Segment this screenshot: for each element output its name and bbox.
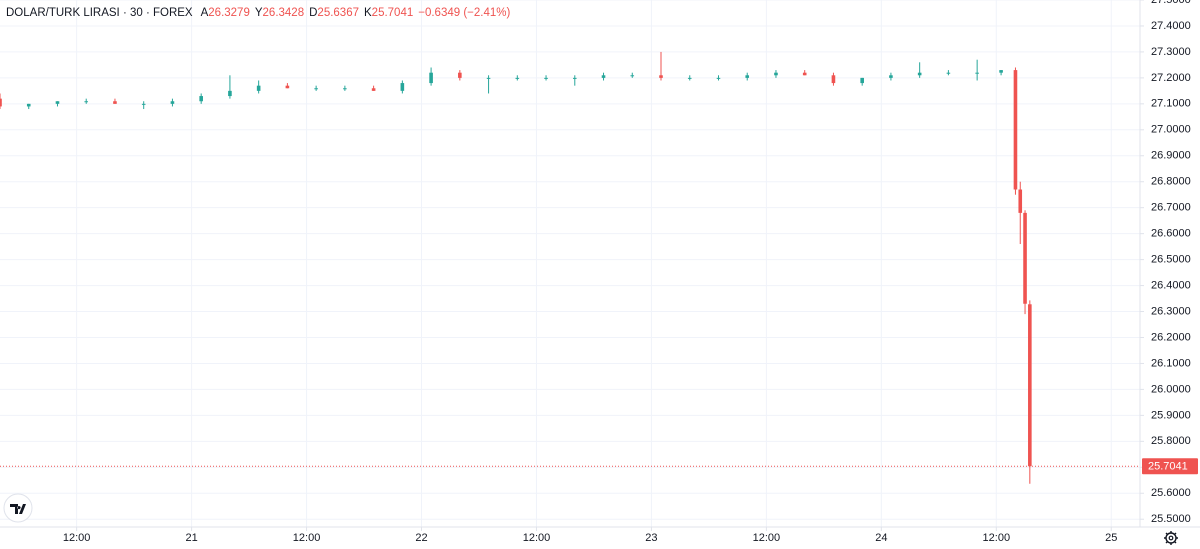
settings-button[interactable] [1164, 531, 1178, 545]
ohlc-value: 26.3279 [208, 7, 250, 19]
candle-body [917, 72, 922, 76]
x-tick-label: 12:00 [523, 532, 551, 544]
ohlc-key: K [364, 7, 372, 19]
y-tick-label: 26.0000 [1151, 383, 1191, 395]
candle-body [515, 77, 520, 79]
candles-layer [0, 51, 1140, 484]
candle-body [55, 101, 60, 104]
candle-body [1028, 304, 1032, 467]
candle-body [975, 72, 979, 74]
last-price-label: 25.7041 [1148, 461, 1188, 473]
y-tick-label: 26.2000 [1151, 331, 1191, 343]
candle-body [486, 77, 491, 79]
y-tick-label: 26.8000 [1151, 176, 1191, 188]
grid-layer [0, 0, 1140, 527]
candle-body [26, 103, 31, 107]
x-tick-label: 24 [875, 532, 887, 544]
x-tick-label: 25 [1105, 532, 1117, 544]
candle-body [1013, 70, 1018, 190]
candle-body [831, 75, 836, 84]
symbol-title: DOLAR/TURK LIRASI · 30 · FOREX [6, 7, 193, 19]
candle-body [458, 72, 462, 78]
candle-body [659, 75, 663, 78]
y-tick-label: 26.1000 [1151, 357, 1191, 369]
legend-header: DOLAR/TURK LIRASI · 30 · FOREX A26.3279 Y2… [6, 7, 510, 19]
candle-body [400, 83, 405, 91]
candle-body [889, 75, 893, 78]
ohlc-value: 25.7041 [372, 7, 414, 19]
candle-body [170, 101, 175, 104]
candle-body [429, 72, 433, 84]
candle-body [687, 77, 692, 79]
tradingview-logo[interactable] [3, 493, 33, 523]
candle-body [141, 103, 146, 105]
y-tick-label: 25.6000 [1151, 487, 1191, 499]
logo-glyph [10, 504, 26, 514]
x-tick-label: 23 [645, 532, 657, 544]
candle-body [1018, 189, 1023, 213]
x-tick-label: 12:00 [983, 532, 1011, 544]
candle-body [860, 77, 864, 84]
y-tick-label: 27.2000 [1151, 72, 1191, 84]
x-tick-label: 12:00 [293, 532, 321, 544]
ohlc-key: A [201, 7, 209, 19]
candle-body [285, 85, 290, 89]
gear-hub [1168, 535, 1174, 541]
y-tick-label: 25.5000 [1151, 513, 1191, 525]
y-tick-label: 27.5000 [1151, 0, 1191, 6]
candle-body [601, 75, 606, 78]
candle-body [199, 96, 203, 102]
y-tick-label: 25.8000 [1151, 435, 1191, 447]
candle-body [314, 88, 318, 90]
candle-body [544, 77, 548, 79]
ohlc-key: D [309, 7, 317, 19]
candle-body [113, 101, 117, 104]
x-tick-label: 12:00 [753, 532, 781, 544]
candle-body [630, 75, 635, 77]
y-tick-label: 26.4000 [1151, 279, 1191, 291]
y-tick-label: 27.4000 [1151, 20, 1191, 32]
candle-body [371, 88, 376, 91]
candle-body [572, 77, 577, 79]
x-tick-label: 21 [185, 532, 197, 544]
candle-body [999, 70, 1003, 73]
y-tick-label: 25.9000 [1151, 409, 1191, 421]
candle-body [774, 72, 778, 76]
x-tick-label: 12:00 [63, 532, 91, 544]
gear-teeth [1164, 531, 1178, 545]
candle-body [745, 75, 750, 78]
change-value: −0.6349 (−2.41%) [418, 7, 510, 19]
candle-body [716, 77, 721, 79]
gear-ring [1165, 532, 1177, 544]
y-tick-label: 26.5000 [1151, 254, 1191, 266]
y-tick-label: 26.3000 [1151, 305, 1191, 317]
candle-body [343, 88, 347, 90]
y-tick-label: 27.1000 [1151, 98, 1191, 110]
last-price-tag [1142, 458, 1198, 475]
ohlc-value: 25.6367 [317, 7, 359, 19]
y-tick-label: 26.7000 [1151, 202, 1191, 214]
candle-body [0, 98, 2, 107]
candle-body [228, 90, 232, 97]
y-tick-label: 27.0000 [1151, 124, 1191, 136]
y-tick-label: 27.3000 [1151, 46, 1191, 58]
ohlc-value: 26.3428 [263, 7, 305, 19]
candle-body [802, 72, 807, 76]
candle-body [84, 101, 89, 103]
axes-layer: 25.500025.600025.700025.800025.900026.00… [63, 0, 1198, 544]
y-tick-label: 26.9000 [1151, 150, 1191, 162]
candle-body [1023, 212, 1027, 304]
candle-body [946, 72, 951, 74]
y-tick-label: 26.6000 [1151, 228, 1191, 240]
ohlc-key: Y [255, 7, 263, 19]
x-tick-label: 22 [415, 532, 427, 544]
candle-body [256, 85, 261, 91]
